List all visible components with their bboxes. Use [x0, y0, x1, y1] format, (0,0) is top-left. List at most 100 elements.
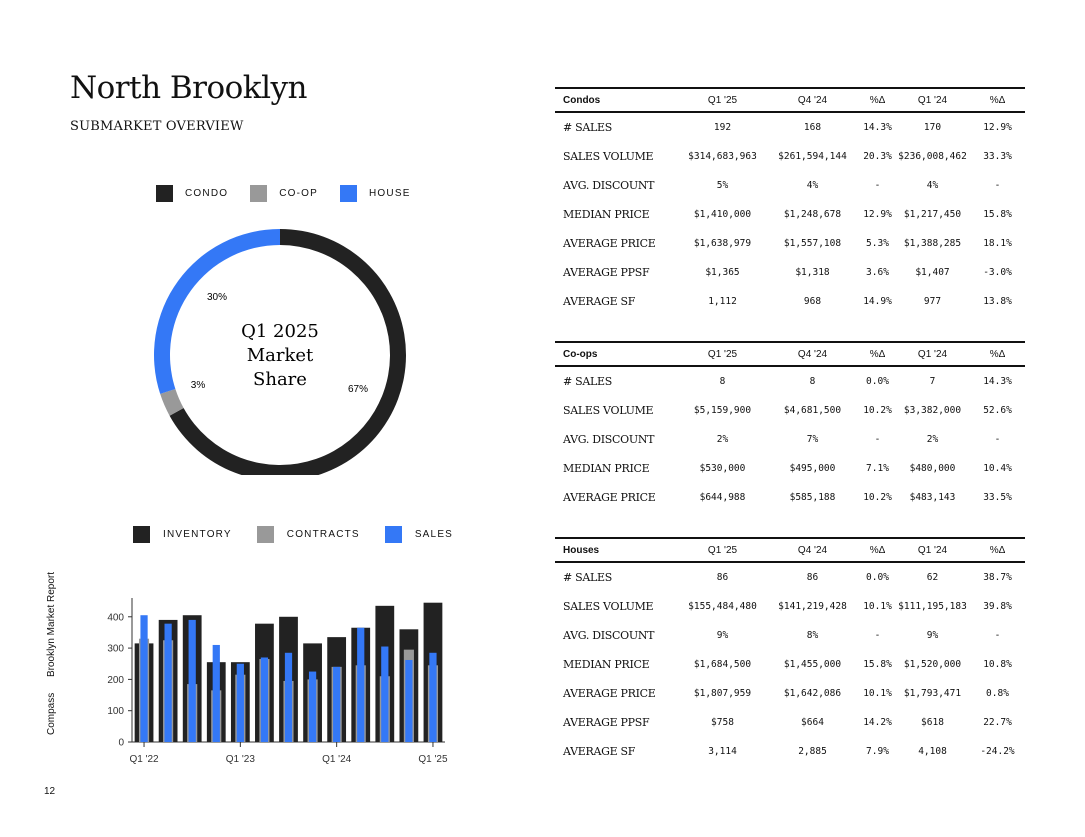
table-cell: -3.0%	[983, 267, 1012, 278]
table-row: SALES VOLUME $314,683,963 $261,594,144 20.3…	[555, 142, 1025, 171]
table-cell: 192	[713, 122, 732, 133]
y-tick-label: 200	[107, 675, 124, 686]
legend-label-condo: CONDO	[185, 188, 229, 199]
table-row: # SALES 8 8 0.0% 7 14.3%	[555, 366, 1025, 396]
table-cell: 8	[719, 376, 726, 387]
column-header: %Δ	[970, 537, 1025, 563]
table-cell: -	[874, 434, 881, 445]
bar-sales	[236, 663, 244, 742]
table-cell: 10.1%	[863, 688, 892, 699]
table-cell: $1,217,450	[903, 209, 962, 220]
table-cell: 33.5%	[983, 492, 1012, 503]
donut-center-line-3: Share	[253, 369, 307, 390]
table-cell: $314,683,963	[688, 151, 757, 162]
table-row: AVERAGE SF 1,112 968 14.9% 977 13.8%	[555, 287, 1025, 316]
table-cell: -	[994, 180, 1001, 191]
y-tick-label: 0	[118, 738, 124, 749]
legend-item-condo: CONDO	[156, 185, 228, 202]
table-row: AVG. DISCOUNT 5% 4% - 4% -	[555, 171, 1025, 200]
row-label: AVERAGE SF	[563, 295, 636, 308]
table-cell: $644,988	[699, 492, 746, 503]
table-cell: 12.9%	[863, 209, 892, 220]
table-cell: 9%	[716, 630, 729, 641]
legend-item-house: HOUSE	[340, 185, 411, 202]
column-header: %Δ	[860, 341, 895, 367]
y-tick-label: 400	[107, 612, 124, 623]
table-cell: $4,681,500	[783, 405, 842, 416]
table-cell: $1,388,285	[903, 238, 962, 249]
column-header: Q1 '24	[895, 341, 970, 367]
table-cell: $618	[921, 717, 944, 728]
table-cell: $1,793,471	[903, 688, 962, 699]
table-cell: 2%	[926, 434, 939, 445]
donut-slice-coop	[160, 388, 184, 416]
page-number: 12	[44, 786, 56, 797]
table-cell: $111,195,183	[898, 601, 967, 612]
condos-table: Condos Q1 '25 Q4 '24 %Δ Q1 '24 %Δ # SALE…	[555, 87, 1025, 316]
legend-label-house: HOUSE	[369, 188, 411, 199]
table-cell: 39.8%	[983, 601, 1012, 612]
table-row: MEDIAN PRICE $1,410,000 $1,248,678 12.9% $1,…	[555, 200, 1025, 229]
table-cell: 170	[923, 122, 942, 133]
bar-sales	[308, 671, 317, 742]
donut-label-coop: 3%	[191, 380, 206, 391]
row-label: # SALES	[563, 375, 612, 388]
bar-sales	[381, 646, 389, 742]
column-header: Q1 '24	[895, 537, 970, 563]
houses-table-body: # SALES 86 86 0.0% 62 38.7% SALES VOLUME $155,4…	[555, 562, 1025, 766]
row-label: AVERAGE SF	[563, 745, 636, 758]
coops-table-title: Co-ops	[555, 341, 680, 367]
row-label: SALES VOLUME	[563, 150, 654, 163]
legend-label-sales: SALES	[414, 529, 454, 540]
table-cell: 0.0%	[866, 376, 889, 387]
table-row: AVERAGE PPSF $1,365 $1,318 3.6% $1,407 -3.0%	[555, 258, 1025, 287]
table-row: MEDIAN PRICE $530,000 $495,000 7.1% $480,000…	[555, 454, 1025, 483]
row-label: AVERAGE PPSF	[563, 716, 650, 729]
table-cell: 22.7%	[983, 717, 1012, 728]
table-cell: $585,188	[789, 492, 836, 503]
table-cell: 14.3%	[863, 122, 892, 133]
coops-table-body: # SALES 8 8 0.0% 7 14.3% SALES VOLUME $5,159,90…	[555, 366, 1025, 512]
report-name-vertical: Brooklyn Market Report	[46, 571, 57, 677]
table-cell: 2%	[716, 434, 729, 445]
x-tick-label: Q1 '25	[418, 754, 448, 765]
table-row: # SALES 192 168 14.3% 170 12.9%	[555, 112, 1025, 142]
table-cell: $664	[801, 717, 824, 728]
table-cell: 10.4%	[983, 463, 1012, 474]
table-cell: 1,112	[708, 296, 737, 307]
table-cell: 62	[926, 572, 939, 583]
table-row: AVERAGE PPSF $758 $664 14.2% $618 22.7%	[555, 708, 1025, 737]
condos-table-title: Condos	[555, 87, 680, 113]
table-cell: $495,000	[789, 463, 836, 474]
column-header: Q1 '25	[680, 87, 765, 113]
row-label: SALES VOLUME	[563, 600, 654, 613]
table-cell: $155,484,480	[688, 601, 757, 612]
table-cell: 3.6%	[866, 267, 889, 278]
table-cell: $1,638,979	[693, 238, 752, 249]
table-row: AVERAGE PRICE $1,638,979 $1,557,108 5.3% $1,…	[555, 229, 1025, 258]
table-header-row: Condos Q1 '25 Q4 '24 %Δ Q1 '24 %Δ	[555, 87, 1025, 113]
table-cell: 15.8%	[863, 659, 892, 670]
legend-swatch-condo	[156, 185, 173, 202]
table-cell: 9%	[926, 630, 939, 641]
bar-sales	[212, 644, 220, 742]
table-cell: $1,410,000	[693, 209, 752, 220]
table-cell: $480,000	[909, 463, 956, 474]
donut-center-line-1: Q1 2025	[241, 321, 319, 342]
table-cell: $1,455,000	[783, 659, 842, 670]
legend-swatch-sales	[384, 526, 402, 543]
table-cell: $1,248,678	[783, 209, 842, 220]
table-cell: 977	[923, 296, 942, 307]
brand-vertical: Compass	[46, 692, 57, 735]
condos-table-body: # SALES 192 168 14.3% 170 12.9% SALES VOLUME $3…	[555, 112, 1025, 316]
table-cell: $1,520,000	[903, 659, 962, 670]
table-cell: 7.9%	[866, 746, 889, 757]
table-cell: $483,143	[909, 492, 956, 503]
table-cell: $1,807,959	[693, 688, 752, 699]
table-cell: 52.6%	[983, 405, 1012, 416]
table-row: AVERAGE SF 3,114 2,885 7.9% 4,108 -24.2%	[555, 737, 1025, 766]
table-cell: 2,885	[798, 746, 827, 757]
row-label: MEDIAN PRICE	[563, 658, 650, 671]
row-label: MEDIAN PRICE	[563, 462, 650, 475]
row-label: AVG. DISCOUNT	[563, 179, 655, 192]
